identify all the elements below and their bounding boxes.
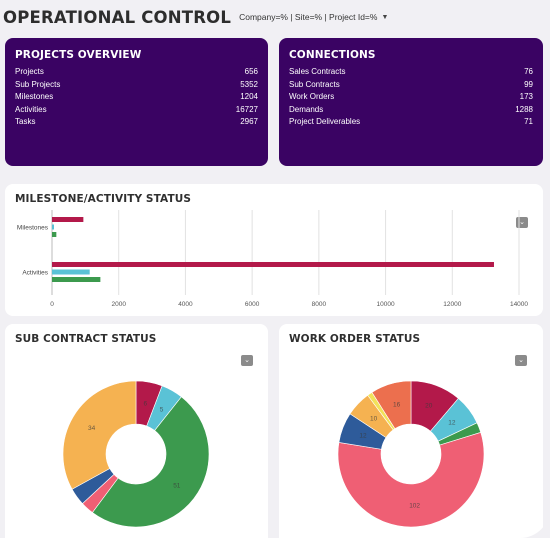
filter-label: Company=% | Site=% | Project Id=% [239, 12, 378, 22]
slice-label: 16 [393, 402, 401, 409]
slice-label: 51 [173, 482, 181, 489]
x-tick-label: 2000 [111, 301, 126, 308]
category-label: Milestones [17, 225, 49, 232]
pie-slice[interactable] [62, 380, 137, 490]
work-order-status-chart: 20 12 102 12 10 16 [337, 380, 485, 528]
projects-overview-row: Milestones 1204 [15, 91, 258, 104]
connections-row: Demands 1288 [289, 104, 533, 117]
connections-title: CONNECTIONS [289, 49, 376, 61]
slice-label: 10 [370, 416, 378, 423]
projects-overview-row: Tasks 2967 [15, 116, 258, 129]
connections-label: Demands [289, 104, 324, 114]
projects-overview-row: Projects 656 [15, 66, 258, 79]
milestone-activity-chart: 0 2000 4000 6000 8000 10000 12000 14000 Mileston… [17, 210, 528, 308]
category-label: Activities [22, 270, 48, 277]
projects-overview-value: 2967 [240, 117, 258, 127]
projects-overview-label: Sub Projects [15, 79, 61, 89]
caret-down-icon: ▼ [381, 13, 389, 21]
projects-overview-row: Activities 16727 [15, 104, 258, 117]
connections-card: CONNECTIONS Sales Contracts 76 Sub Contrac… [279, 38, 543, 166]
pie-slice[interactable] [91, 396, 210, 528]
projects-overview-card: PROJECTS OVERVIEW Projects 656 Sub Project… [5, 38, 268, 166]
bar[interactable] [52, 217, 84, 222]
connections-label: Sales Contracts [289, 67, 346, 76]
connections-value: 99 [524, 79, 533, 89]
chevron-down-icon[interactable]: ⌄ [515, 355, 527, 366]
connections-label: Work Orders [289, 92, 335, 102]
x-tick-label: 12000 [443, 301, 461, 308]
milestone-activity-card: MILESTONE/ACTIVITY STATUS ⌄ 0 2000 4000 600… [5, 184, 543, 316]
bar[interactable] [52, 232, 57, 237]
bar[interactable] [52, 277, 101, 282]
slice-label: 5 [160, 406, 164, 413]
x-tick-label: 8000 [312, 301, 327, 308]
page-header: OPERATIONAL CONTROL Company=% | Site=% |… [0, 0, 550, 34]
sub-contract-status-title: SUB CONTRACT STATUS [15, 333, 157, 345]
connections-row: Work Orders 173 [289, 91, 533, 104]
connections-row: Project Deliverables 71 [289, 116, 533, 129]
page-title: OPERATIONAL CONTROL [3, 7, 232, 27]
projects-overview-label: Projects [15, 67, 44, 76]
sub-contract-status-card: SUB CONTRACT STATUS ⌄ 6 5 51 34 [5, 324, 268, 538]
projects-overview-list: Projects 656 Sub Projects 5352 Milestones 120… [15, 66, 258, 129]
projects-overview-row: Sub Projects 5352 [15, 79, 258, 92]
milestone-activity-title: MILESTONE/ACTIVITY STATUS [15, 193, 191, 205]
slice-label: 102 [409, 502, 420, 509]
slice-label: 6 [144, 400, 148, 407]
filter-dropdown[interactable]: Company=% | Site=% | Project Id=% ▼ [239, 12, 388, 22]
slice-label: 12 [359, 432, 367, 439]
pie-slice[interactable] [337, 432, 485, 528]
x-tick-label: 10000 [377, 301, 395, 308]
projects-overview-value: 656 [244, 67, 258, 76]
projects-overview-label: Milestones [15, 92, 54, 102]
slice-label: 20 [425, 403, 433, 410]
sub-contract-status-chart: 6 5 51 34 [62, 380, 210, 528]
bar[interactable] [52, 269, 90, 275]
connections-row: Sales Contracts 76 [289, 66, 533, 79]
x-tick-label: 0 [50, 301, 54, 308]
connections-label: Sub Contracts [289, 79, 340, 89]
connections-value: 76 [524, 67, 533, 76]
connections-list: Sales Contracts 76 Sub Contracts 99 Work Ord… [289, 66, 533, 129]
x-tick-label: 14000 [510, 301, 528, 308]
chevron-down-icon[interactable]: ⌄ [241, 355, 253, 366]
connections-value: 71 [524, 117, 533, 127]
projects-overview-value: 5352 [240, 79, 258, 89]
projects-overview-value: 1204 [240, 92, 258, 102]
projects-overview-label: Activities [15, 104, 47, 114]
bar[interactable] [52, 262, 494, 267]
x-tick-label: 6000 [245, 301, 260, 308]
work-order-status-card: WORK ORDER STATUS ⌄ 20 12 102 12 10 16 [279, 324, 543, 538]
connections-label: Project Deliverables [289, 117, 361, 127]
slice-label: 34 [88, 425, 96, 432]
connections-row: Sub Contracts 99 [289, 79, 533, 92]
projects-overview-value: 16727 [235, 104, 258, 114]
projects-overview-label: Tasks [15, 117, 36, 127]
connections-value: 1288 [515, 104, 533, 114]
slice-label: 12 [448, 420, 456, 427]
bar[interactable] [52, 224, 55, 230]
work-order-status-title: WORK ORDER STATUS [289, 333, 421, 345]
connections-value: 173 [519, 92, 533, 102]
projects-overview-title: PROJECTS OVERVIEW [15, 49, 142, 61]
x-tick-label: 4000 [178, 301, 193, 308]
chevron-down-icon[interactable]: ⌄ [516, 217, 528, 228]
pie-slice[interactable] [371, 380, 412, 430]
